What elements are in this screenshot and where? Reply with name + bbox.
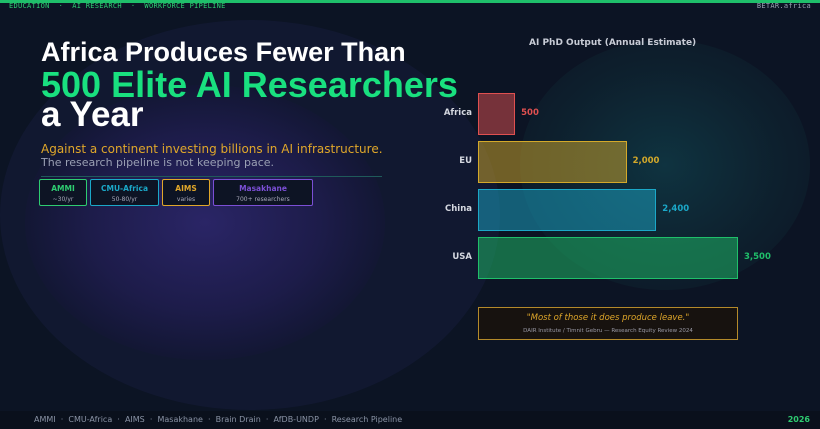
chip-detail: varies (176, 196, 196, 203)
chip-ammi: AMMI ~30/yr (39, 179, 87, 206)
chip-masakhane: Masakhane 700+ researchers (213, 179, 313, 206)
footer-year: 2026 (787, 415, 810, 424)
value-label: 3,500 (744, 252, 771, 262)
topic-tags: EDUCATION · AI RESEARCH · WORKFORCE PIPE… (9, 2, 226, 10)
chart-title: AI PhD Output (Annual Estimate) (529, 38, 697, 48)
subtitle-line2: The research pipeline is not keeping pac… (41, 156, 275, 169)
category-label: EU (459, 156, 472, 166)
brand: BETAR.africa (756, 2, 811, 10)
bar-eu (478, 141, 627, 183)
headline-line2: 500 Elite AI Researchers (41, 64, 458, 105)
chip-name: CMU-Africa (100, 184, 148, 193)
bar-china (478, 189, 657, 231)
headline-line1: Africa Produces Fewer Than (41, 37, 406, 67)
value-label: 2,000 (632, 156, 660, 166)
accent-line (0, 0, 820, 3)
subtitle-line1: Against a continent investing billions i… (41, 142, 383, 156)
headline-line3: a Year (41, 95, 144, 134)
divider (41, 176, 382, 177)
value-label: 2,400 (662, 204, 690, 214)
chip-name: AIMS (175, 184, 197, 193)
bar-africa (478, 93, 516, 135)
category-label: China (445, 204, 472, 214)
chip-name: Masakhane (239, 184, 287, 193)
chip-detail: 50-80/yr (111, 196, 138, 203)
background-glow (25, 85, 385, 360)
category-label: Africa (443, 108, 472, 118)
chip-aims: AIMS varies (162, 179, 210, 206)
chip-name: AMMI (51, 184, 75, 193)
footer-tags: AMMI · CMU-Africa · AIMS · Masakhane · B… (34, 415, 403, 424)
category-label: USA (452, 252, 472, 262)
footer: AMMI · CMU-Africa · AIMS · Masakhane · B… (0, 411, 820, 429)
chip-cmu-africa: CMU-Africa 50-80/yr (90, 179, 159, 206)
quote-text: "Most of those it does produce leave." (526, 313, 690, 323)
chip-detail: 700+ researchers (236, 196, 290, 203)
program-chips: AMMI ~30/yr CMU-Africa 50-80/yr AIMS varies… (39, 179, 313, 206)
quote-source: DAIR Institute / Timnit Gebru — Research… (523, 328, 693, 334)
bar-usa (478, 237, 738, 279)
value-label: 500 (521, 108, 539, 118)
quote-box: "Most of those it does produce leave." D… (478, 307, 738, 340)
top-bar: EDUCATION · AI RESEARCH · WORKFORCE PIPE… (9, 2, 811, 11)
chip-detail: ~30/yr (52, 196, 74, 203)
